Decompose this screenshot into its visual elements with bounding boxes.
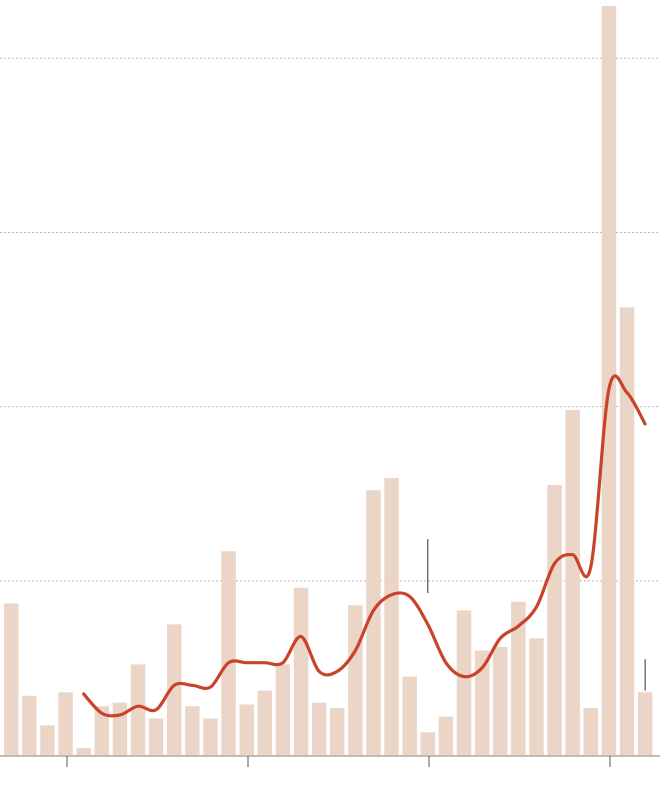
bar (58, 692, 73, 755)
bar (619, 307, 635, 755)
bar (257, 690, 273, 755)
x-axis (0, 755, 660, 767)
bar (493, 647, 508, 755)
bar (76, 748, 91, 755)
bar (22, 695, 37, 755)
bar (420, 732, 436, 755)
bar (130, 664, 146, 755)
bar (239, 704, 254, 755)
bar (456, 610, 472, 755)
bar (148, 718, 164, 755)
bar (601, 6, 617, 755)
annotations (427, 539, 646, 691)
bar (438, 716, 454, 755)
bars (4, 6, 653, 755)
moving-average-line (82, 374, 647, 718)
bar (40, 725, 55, 755)
bar (330, 707, 345, 755)
bar (366, 490, 381, 755)
bar (384, 478, 399, 755)
bar (637, 692, 653, 755)
moving-average-path (82, 374, 647, 718)
bar (547, 485, 562, 755)
bar (402, 676, 417, 755)
bar (474, 650, 490, 755)
bar (529, 638, 544, 755)
bar (221, 551, 236, 755)
bar (203, 718, 218, 755)
bar (167, 624, 182, 755)
bar (94, 706, 110, 755)
bar (348, 605, 363, 755)
bar (311, 702, 327, 755)
bar (112, 702, 128, 755)
bar (565, 410, 580, 755)
bar (293, 587, 309, 755)
bar (275, 664, 291, 755)
bar (185, 706, 200, 755)
bar (511, 601, 526, 755)
bar (4, 603, 19, 755)
bar (583, 707, 599, 755)
